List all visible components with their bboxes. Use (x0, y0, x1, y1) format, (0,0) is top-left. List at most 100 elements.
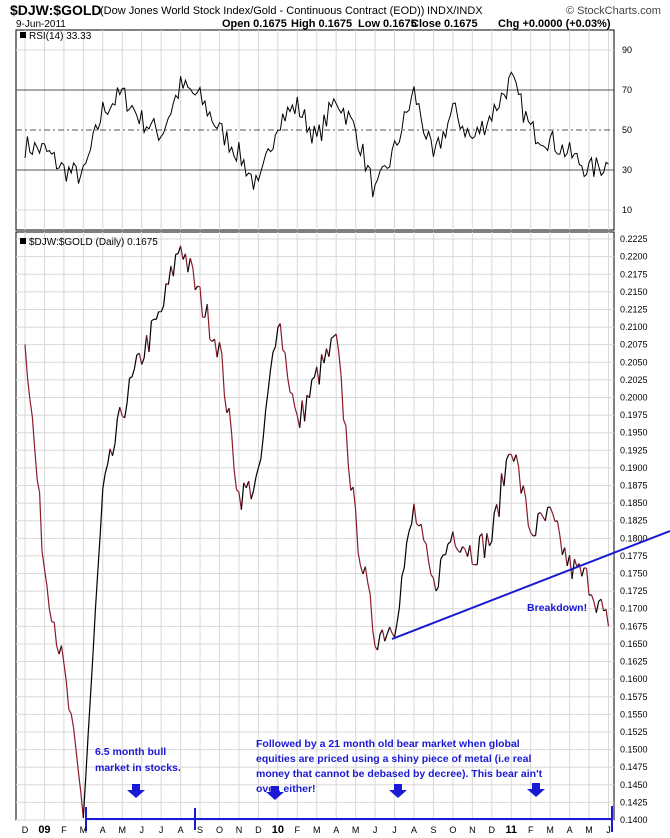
price-segment (124, 402, 128, 418)
price-segment (257, 459, 262, 468)
price-segment (82, 776, 87, 818)
x-tick-label: M (119, 825, 127, 835)
price-segment (104, 463, 109, 474)
price-segment (403, 542, 408, 568)
price-segment (187, 257, 191, 273)
price-segment (99, 488, 104, 532)
price-segment (581, 567, 585, 577)
price-tick-label: 0.1650 (620, 639, 648, 649)
price-segment (406, 530, 410, 543)
high-value: High 0.1675 (291, 18, 352, 30)
rsi-legend: RSI(14) 33.33 (20, 31, 92, 42)
price-tick-label: 0.1675 (620, 621, 648, 631)
bear-text-line-2: equities are priced using a shiny piece … (256, 753, 532, 765)
price-segment (386, 626, 391, 634)
price-segment (503, 459, 507, 487)
price-segment (355, 509, 359, 553)
x-tick-label: F (61, 825, 67, 835)
price-segment (408, 523, 413, 532)
price-segment (34, 448, 38, 481)
price-segment (440, 554, 444, 560)
price-segment (464, 549, 469, 557)
price-segment (184, 253, 189, 273)
price-tick-label: 0.2175 (620, 269, 648, 279)
price-segment (498, 473, 503, 517)
price-segment (335, 333, 340, 352)
price-segment (221, 354, 225, 396)
price-segment (389, 626, 393, 634)
price-segment (549, 506, 554, 514)
price-segment (238, 492, 242, 510)
price-segment (252, 476, 257, 492)
price-tick-label: 0.1600 (620, 674, 648, 684)
price-tick-label: 0.1700 (620, 604, 648, 614)
price-segment (595, 600, 600, 613)
price-segment (398, 576, 403, 608)
price-segment (420, 524, 425, 541)
price-segment (274, 327, 279, 347)
price-segment (279, 323, 284, 350)
price-segment (199, 286, 204, 318)
price-segment (573, 558, 578, 567)
x-tick-label: A (411, 825, 417, 835)
price-segment (48, 608, 53, 622)
down-arrows (127, 783, 545, 800)
price-segment (522, 485, 527, 499)
price-segment (564, 547, 568, 566)
price-segment (287, 377, 291, 393)
price-segment (146, 335, 150, 352)
price-segment (116, 406, 121, 419)
price-segment (437, 559, 442, 588)
price-tick-label: 0.1850 (620, 498, 648, 508)
bull-text-line-1: 6.5 month bull (95, 746, 166, 758)
price-tick-label: 0.2200 (620, 252, 648, 262)
price-segment (304, 394, 308, 422)
price-segment (73, 727, 77, 751)
support-trendline (391, 530, 670, 640)
down-arrow-2 (266, 786, 284, 800)
price-segment (197, 285, 201, 288)
price-tick-label: 0.2150 (620, 287, 648, 297)
price-segment (384, 633, 388, 642)
x-tick-label: N (236, 825, 243, 835)
price-segment (265, 391, 269, 410)
price-axis: 0.2225 0.2200 0.2175 0.2150 0.2125 0.2100 0.20… (620, 234, 648, 825)
chart-exchange: INDX/INDX (427, 5, 483, 17)
price-segment (539, 512, 544, 518)
price-segment (486, 533, 490, 546)
price-segment (60, 645, 65, 664)
x-tick-label: J (139, 825, 144, 835)
bear-text-line-4: over, either! (256, 783, 316, 795)
rsi-tick-label: 90 (622, 45, 632, 55)
price-segment (39, 492, 43, 551)
price-tick-label: 0.1625 (620, 657, 648, 667)
price-segment (214, 339, 218, 358)
price-segment (535, 513, 539, 536)
price-segment (131, 368, 135, 377)
price-segment (301, 400, 306, 422)
price-segment (323, 348, 328, 364)
price-tick-label: 0.1775 (620, 551, 648, 561)
price-segment (111, 443, 116, 456)
price-segment (282, 349, 286, 354)
price-tick-label: 0.2000 (620, 392, 648, 402)
rsi-tick-label: 10 (622, 205, 632, 215)
price-segment (87, 694, 92, 734)
price-segment (376, 634, 381, 651)
x-tick-label: M (585, 825, 593, 835)
price-segment (177, 245, 182, 254)
price-segment (267, 368, 272, 392)
price-segment (394, 623, 398, 638)
price-segment (138, 353, 143, 365)
price-segment (401, 567, 405, 577)
price-segment (544, 507, 549, 521)
x-tick-label: N (469, 825, 476, 835)
price-tick-label: 0.2075 (620, 340, 648, 350)
x-tick-label: A (333, 825, 339, 835)
period-bracket (85, 806, 613, 832)
price-segment (260, 436, 264, 460)
price-segment (525, 498, 529, 526)
price-segment (255, 467, 259, 478)
price-segment (500, 473, 505, 487)
price-segment (243, 482, 247, 489)
